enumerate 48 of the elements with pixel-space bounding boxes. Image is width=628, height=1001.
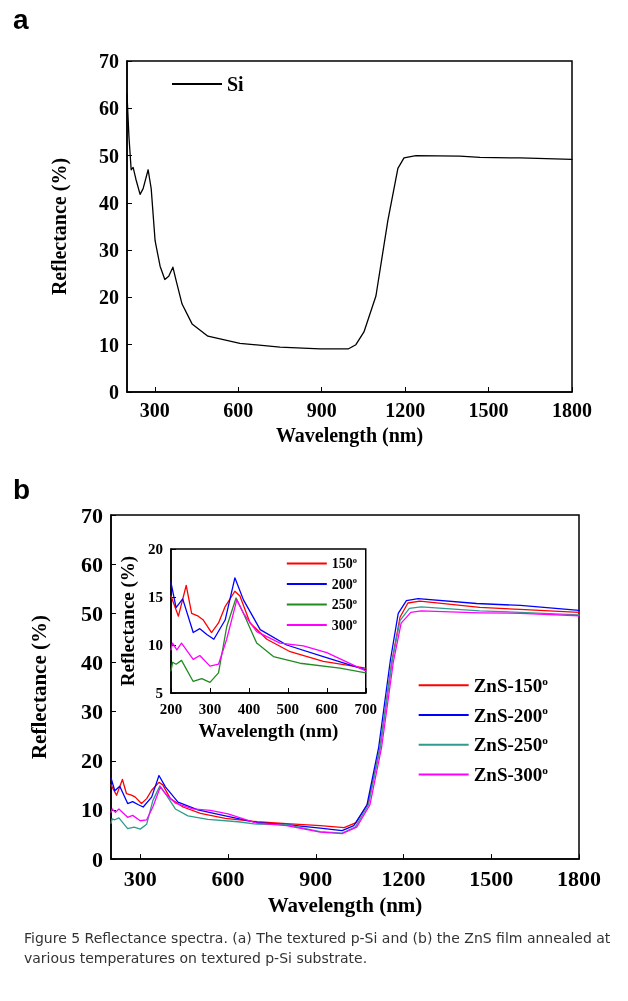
y-tick-label: 40	[99, 191, 119, 214]
x-tick-label: 400	[237, 700, 261, 717]
y-tick-label: 15	[148, 589, 163, 605]
x-tick-label: 1200	[381, 865, 426, 891]
x-tick-label: 300	[198, 700, 222, 717]
y-tick-label: 0	[92, 846, 103, 872]
x-tick-label: 600	[223, 399, 254, 421]
y-tick-label: 60	[99, 97, 119, 120]
x-tick-label: 1800	[557, 865, 601, 891]
x-tick-label: 700	[354, 700, 377, 717]
x-axis-title: Wavelength (nm)	[198, 719, 339, 742]
y-axis-title: Reflectance (%)	[48, 157, 71, 296]
y-tick-label: 30	[99, 239, 119, 262]
y-tick-label: 0	[109, 381, 119, 403]
y-tick-label: 70	[81, 502, 103, 528]
x-tick-label: 900	[299, 865, 333, 891]
y-tick-label: 20	[81, 748, 103, 774]
x-tick-label: 900	[306, 399, 337, 421]
y-tick-label: 20	[99, 286, 119, 309]
y-tick-label: 10	[99, 333, 119, 356]
x-tick-label: 300	[139, 399, 170, 421]
y-tick-label: 70	[99, 50, 119, 72]
y-tick-label: 50	[81, 600, 103, 626]
chart-title: a	[13, 3, 29, 35]
x-tick-label: 300	[123, 865, 157, 891]
y-tick-label: 30	[81, 699, 103, 725]
caption: Figure 5 Reflectance spectra. (a) The textured p-Si and (b) the ZnS film annealed at various temperatures on textured p-Si substrate.	[24, 929, 612, 968]
y-tick-label: 40	[81, 649, 103, 675]
x-tick-label: 1200	[385, 399, 426, 421]
x-axis-title: Wavelength (nm)	[267, 892, 423, 917]
x-tick-label: 1500	[468, 399, 509, 421]
y-tick-label: 60	[81, 551, 103, 577]
y-tick-label: 20	[148, 541, 163, 557]
x-tick-label: 1500	[469, 865, 514, 891]
y-axis-title: Reflectance (%)	[26, 615, 51, 760]
x-tick-label: 500	[276, 700, 300, 717]
y-axis-title: Reflectance (%)	[117, 555, 140, 687]
y-tick-label: 10	[81, 797, 103, 823]
y-tick-label: 5	[155, 685, 163, 701]
x-tick-label: 1800	[552, 399, 592, 421]
chart-title: b	[13, 473, 31, 505]
x-axis-title: Wavelength (nm)	[275, 423, 424, 447]
y-tick-label: 10	[148, 637, 163, 653]
legend-label: Si	[227, 73, 245, 95]
y-tick-label: 50	[99, 144, 119, 167]
x-tick-label: 600	[211, 865, 245, 891]
x-tick-label: 200	[159, 700, 183, 717]
x-tick-label: 600	[315, 700, 339, 717]
